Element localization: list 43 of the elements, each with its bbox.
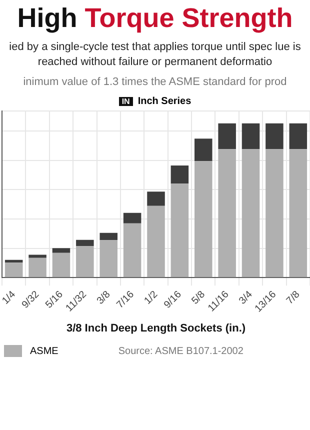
bar: [123, 223, 142, 278]
bar: [4, 262, 23, 278]
bar: [147, 192, 165, 206]
text: inimum value of 1.3 times the ASME standard for prod: [22, 76, 288, 88]
bar: [52, 248, 70, 253]
bar: [242, 123, 260, 150]
x-tick-label: 1/4: [0, 288, 18, 307]
x-tick-label: 7/8: [284, 288, 303, 307]
x-tick-label: 7/16: [114, 288, 137, 311]
x-tick-label: 9/16: [162, 288, 184, 311]
bar: [28, 258, 46, 278]
source-note: Source: ASME B107.1-2002: [118, 346, 244, 356]
chart-title: High Torque Strength: [17, 3, 293, 33]
bar: [218, 123, 236, 150]
x-tick-label: 1/2: [142, 288, 160, 307]
bar: [76, 240, 94, 246]
bar: [218, 149, 236, 278]
bar: [266, 123, 284, 150]
bar: [266, 149, 284, 278]
bar: [123, 212, 142, 224]
text: IN: [118, 97, 133, 106]
legend-label: ASME: [30, 346, 58, 356]
bar: [100, 232, 118, 240]
x-tick-label: 3/8: [95, 288, 113, 307]
bar: [194, 161, 212, 278]
bar: [289, 123, 308, 150]
bar: [242, 149, 260, 278]
x-tick-label: 9/32: [20, 288, 42, 311]
x-tick-label: 3/4: [237, 288, 256, 307]
bar: [100, 240, 118, 278]
text: Inch Series: [138, 96, 192, 107]
bar: [52, 252, 70, 278]
bar: [28, 254, 46, 258]
chart-subtitle: ied by a single-cycle test that applies torque until spec lue is reached without failure or permanent deformatio: [8, 40, 302, 70]
bar: [170, 184, 189, 278]
x-axis-title: 3/8 Inch Deep Length Sockets (in.): [66, 322, 246, 334]
bar: [289, 149, 308, 278]
bar: [76, 246, 94, 278]
bar: [170, 165, 189, 184]
x-tick-label: 5/16: [44, 288, 66, 311]
bar: [147, 206, 165, 278]
x-tick-label: 5/8: [190, 288, 208, 307]
bar: [194, 138, 212, 162]
